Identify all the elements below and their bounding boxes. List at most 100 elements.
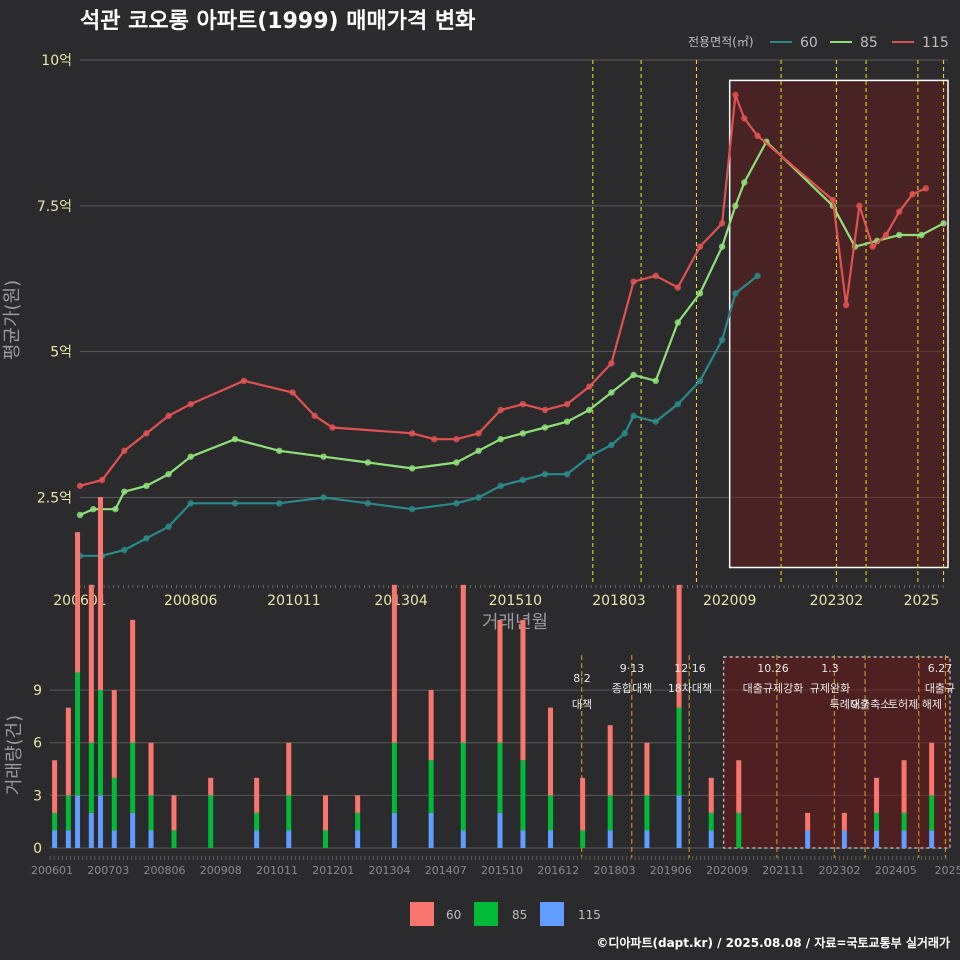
volume-x-tick-label: 202405	[875, 864, 917, 877]
y-tick-label: 7.5억	[37, 199, 72, 215]
volume-tick-label: 6	[33, 736, 42, 752]
volume-bar-60	[254, 777, 260, 813]
volume-bar-85	[708, 812, 714, 831]
volume-bar-85	[607, 795, 613, 831]
data-point-85	[630, 371, 637, 379]
volume-x-tick-label: 200806	[144, 864, 186, 877]
volume-bar-85	[171, 830, 177, 848]
volume-x-tick-label: 200703	[87, 864, 129, 877]
volume-bar-85	[355, 812, 361, 831]
annotation-date: 10.26	[757, 662, 789, 675]
data-point-115	[856, 202, 863, 210]
annotation-date: 9·13	[620, 662, 645, 675]
data-point-115	[475, 430, 482, 437]
volume-x-tick-label: 201906	[650, 864, 692, 877]
data-point-60	[364, 500, 372, 507]
data-point-85	[519, 430, 527, 437]
top-legend: 전용면적(㎡) 60 85 115	[688, 35, 949, 51]
volume-bar-85	[497, 742, 503, 813]
legend-box-60	[410, 902, 434, 926]
data-point-115	[165, 412, 172, 420]
volume-bar-115	[520, 830, 526, 848]
volume-bar-115	[88, 812, 94, 848]
volume-bar-85	[520, 760, 526, 831]
data-point-60	[165, 523, 172, 530]
data-point-85	[165, 470, 172, 478]
legend-label-85: 85	[860, 35, 878, 51]
x-tick-label: 202302	[810, 593, 863, 609]
data-point-60	[696, 377, 704, 385]
volume-x-tick-label: 201304	[369, 864, 411, 877]
volume-x-tick-label: 201612	[537, 864, 579, 877]
volume-bar-115	[708, 830, 714, 848]
volume-highlight-box	[723, 656, 951, 849]
volume-bar-60	[520, 619, 526, 761]
data-point-85	[896, 231, 903, 239]
data-point-60	[586, 453, 593, 460]
volume-bar-85	[644, 795, 650, 831]
data-point-115	[519, 400, 527, 408]
data-point-60	[718, 336, 726, 344]
data-point-60	[630, 412, 637, 420]
data-point-60	[608, 441, 615, 449]
data-point-60	[408, 505, 416, 513]
data-point-85	[608, 389, 615, 396]
volume-x-tick-label: 201201	[312, 864, 354, 877]
volume-tick-label: 3	[33, 788, 42, 804]
data-point-115	[121, 447, 128, 455]
data-point-85	[143, 482, 150, 490]
data-point-115	[718, 220, 726, 227]
volume-bar-85	[98, 690, 104, 796]
volume-bar-85	[391, 742, 397, 813]
data-point-60	[475, 494, 482, 501]
annotation-date: 6.27	[928, 662, 953, 675]
data-point-115	[842, 301, 850, 309]
data-point-115	[630, 278, 637, 285]
volume-tick-label: 9	[33, 683, 42, 699]
volume-bar-115	[130, 812, 136, 848]
volume-bar-115	[607, 830, 613, 848]
data-point-115	[741, 115, 748, 122]
annotation-date: 1.3	[821, 662, 839, 675]
volume-bar-85	[254, 812, 260, 831]
volume-bar-115	[548, 830, 554, 848]
y-tick-label: 5억	[50, 345, 72, 361]
data-point-115	[652, 272, 659, 280]
volume-bar-115	[75, 795, 81, 848]
data-point-85	[276, 447, 283, 455]
volume-bar-60	[841, 812, 847, 831]
volume-bar-115	[841, 830, 847, 848]
data-point-60	[674, 400, 682, 408]
annotation-date: 12·16	[674, 662, 706, 675]
volume-bar-115	[52, 830, 58, 848]
data-point-85	[112, 505, 119, 513]
volume-bar-85	[460, 742, 466, 831]
volume-x-tick-label: 20250	[935, 864, 960, 877]
volume-bar-60	[929, 742, 935, 796]
series-line-115	[79, 94, 927, 487]
data-point-115	[143, 430, 150, 437]
volume-bar-60	[88, 584, 94, 743]
x-tick-label: 200806	[164, 593, 218, 609]
volume-x-tick-label: 200908	[200, 864, 242, 877]
annotation-date: 8·2	[573, 672, 591, 685]
data-point-60	[754, 272, 761, 280]
volume-bar-60	[171, 795, 177, 831]
volume-bar-115	[254, 830, 260, 848]
volume-bar-85	[901, 812, 907, 831]
data-point-115	[674, 284, 682, 291]
y-axis-label: 평균가(원)	[2, 280, 23, 360]
volume-bar-60	[111, 690, 117, 778]
annotation-label: 18차대책	[668, 682, 712, 695]
data-point-60	[519, 476, 527, 484]
legend-box-85	[474, 902, 498, 926]
data-point-85	[320, 453, 327, 460]
volume-bar-60	[644, 742, 650, 796]
x-tick-label: 2025	[904, 593, 940, 609]
volume-x-tick-label: 200601	[31, 864, 73, 877]
highlight-box	[728, 79, 949, 569]
data-point-85	[475, 447, 482, 455]
data-point-115	[329, 424, 336, 431]
volume-bar-85	[676, 707, 682, 796]
